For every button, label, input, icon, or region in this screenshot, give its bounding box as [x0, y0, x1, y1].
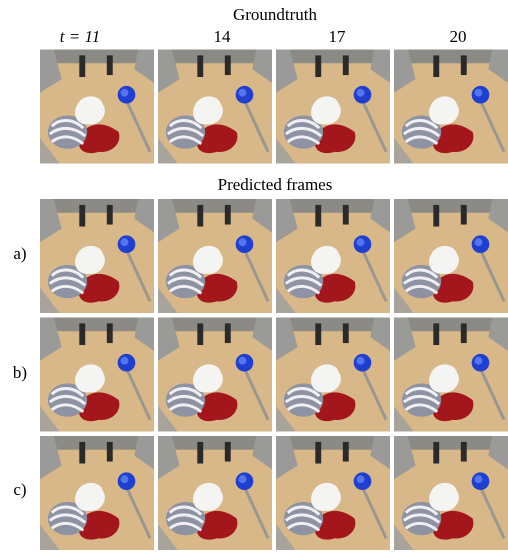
frame-image: [394, 199, 508, 313]
row-label: b): [13, 363, 27, 382]
predicted-title: Predicted frames: [218, 175, 333, 194]
frame-image: [276, 50, 390, 164]
frame-image: [158, 50, 272, 164]
figure: Groundtruth t = 11 14 17 20 Predicted fr…: [0, 0, 508, 553]
predicted-row: [40, 318, 508, 432]
predicted-row: [40, 199, 508, 313]
frame-image: [158, 436, 272, 550]
frame-image: [158, 199, 272, 313]
frame-image: [394, 318, 508, 432]
frame-image: [394, 50, 508, 164]
frame-image: [158, 318, 272, 432]
frame-image: [276, 318, 390, 432]
predicted-row: [40, 436, 508, 550]
time-label: 17: [329, 27, 347, 46]
frame-image: [276, 436, 390, 550]
time-label: t = 11: [60, 27, 100, 46]
groundtruth-row: [40, 50, 508, 164]
time-label: 14: [214, 27, 232, 46]
groundtruth-title: Groundtruth: [233, 5, 318, 24]
row-label: c): [13, 480, 26, 499]
frame-image: [394, 436, 508, 550]
time-label: 20: [450, 27, 467, 46]
row-label: a): [13, 244, 26, 263]
frame-image: [40, 199, 154, 313]
frame-image: [40, 436, 154, 550]
frame-image: [40, 318, 154, 432]
frame-image: [276, 199, 390, 313]
frame-image: [40, 50, 154, 164]
